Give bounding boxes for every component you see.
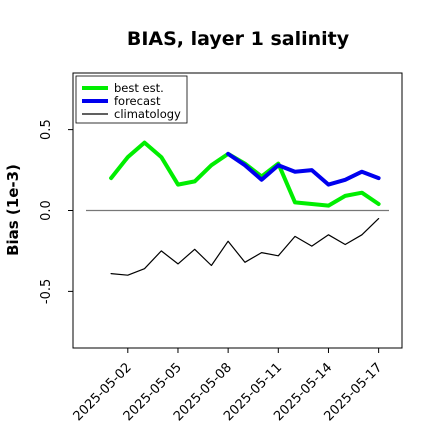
y-tick-label: 0.5 (39, 119, 54, 140)
legend-label-climatology: climatology (114, 107, 181, 121)
y-axis: -0.5 0.0 0.5 (39, 119, 73, 304)
series-line-forecast (226, 151, 381, 187)
legend-label-forecast: forecast (114, 94, 161, 108)
legend: best est. forecast climatology (75, 75, 188, 124)
legend-label-best-est: best est. (114, 81, 164, 95)
legend-box (75, 75, 188, 124)
x-axis: 2025-05-022025-05-052025-05-082025-05-11… (71, 348, 385, 424)
y-tick-label: -0.5 (39, 279, 54, 304)
series-line-best-est (109, 140, 381, 208)
series-line-climatology (110, 218, 380, 276)
chart-title: BIAS, layer 1 salinity (127, 28, 350, 50)
y-tick-label: 0.0 (39, 200, 54, 221)
plot-area (86, 140, 389, 276)
y-axis-label: Bias (1e-3) (4, 164, 22, 256)
